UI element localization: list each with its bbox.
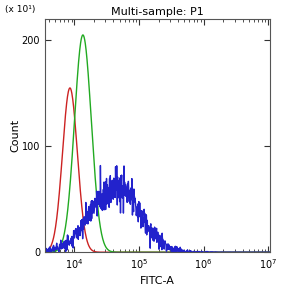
Title: Multi-sample: P1: Multi-sample: P1 [111, 7, 204, 17]
Text: (x 10¹): (x 10¹) [5, 5, 35, 14]
X-axis label: FITC-A: FITC-A [140, 277, 175, 286]
Y-axis label: Count: Count [10, 119, 20, 152]
